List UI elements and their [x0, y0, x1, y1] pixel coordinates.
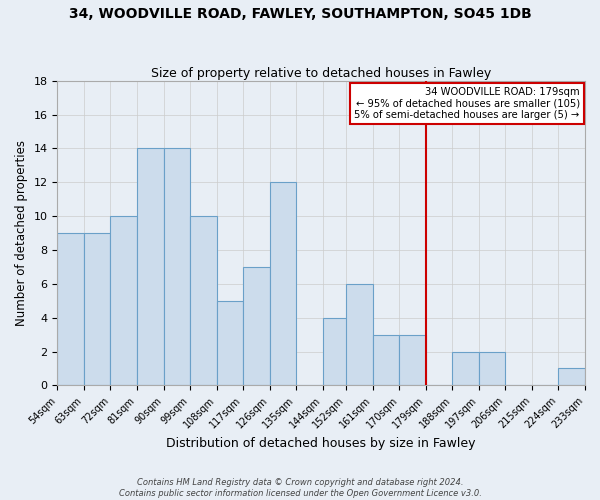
Bar [58, 233, 84, 386]
Bar [190, 216, 217, 386]
Text: Contains HM Land Registry data © Crown copyright and database right 2024.
Contai: Contains HM Land Registry data © Crown c… [119, 478, 481, 498]
Bar [346, 284, 373, 386]
Bar [243, 267, 269, 386]
Bar [479, 352, 505, 386]
Bar [110, 216, 137, 386]
Bar [323, 318, 349, 386]
X-axis label: Distribution of detached houses by size in Fawley: Distribution of detached houses by size … [166, 437, 476, 450]
Bar [559, 368, 585, 386]
Y-axis label: Number of detached properties: Number of detached properties [15, 140, 28, 326]
Bar [84, 233, 110, 386]
Bar [137, 148, 164, 386]
Bar [400, 334, 426, 386]
Title: Size of property relative to detached houses in Fawley: Size of property relative to detached ho… [151, 66, 491, 80]
Bar [164, 148, 190, 386]
Text: 34 WOODVILLE ROAD: 179sqm
← 95% of detached houses are smaller (105)
5% of semi-: 34 WOODVILLE ROAD: 179sqm ← 95% of detac… [355, 87, 580, 120]
Text: 34, WOODVILLE ROAD, FAWLEY, SOUTHAMPTON, SO45 1DB: 34, WOODVILLE ROAD, FAWLEY, SOUTHAMPTON,… [68, 8, 532, 22]
Bar [269, 182, 296, 386]
Bar [452, 352, 479, 386]
Bar [373, 334, 400, 386]
Bar [217, 301, 243, 386]
